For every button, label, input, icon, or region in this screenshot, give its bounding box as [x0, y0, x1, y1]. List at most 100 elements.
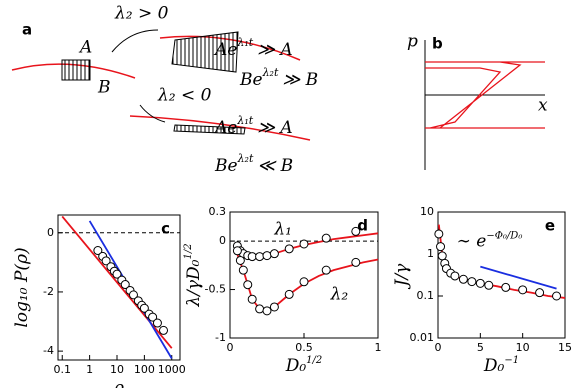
point [552, 291, 562, 301]
panel-a [11, 29, 311, 141]
point [450, 271, 460, 281]
text: ρ [113, 378, 124, 388]
y-tick-label: 0.1 [417, 289, 435, 302]
point [262, 306, 272, 316]
y-tick-label: 10 [420, 205, 434, 218]
point [518, 285, 528, 295]
point [458, 274, 468, 284]
axis-label: λ₂ [330, 284, 349, 304]
x-tick-label: 1 [375, 341, 382, 354]
x-tick-label: 10 [110, 363, 124, 376]
label-a: A [78, 38, 92, 58]
x-tick-label: 100 [134, 363, 155, 376]
point [284, 289, 294, 299]
volume [173, 124, 246, 135]
text: λ₂ [330, 284, 349, 304]
sup: −1 [504, 355, 519, 366]
y-tick-label: 0 [219, 234, 226, 247]
point [269, 249, 279, 259]
point [247, 252, 257, 262]
base: Ae [213, 40, 237, 60]
point [93, 246, 103, 256]
axis-label: ∼ e−Φ₀/D₀ [457, 230, 523, 251]
point [255, 252, 265, 262]
relation: ≫ B [282, 70, 318, 90]
axis-label: D₀1/2 [285, 355, 323, 376]
axis-label: λ/γD₀1/2 [183, 243, 204, 307]
line [61, 215, 173, 349]
point [262, 251, 272, 261]
point [152, 318, 162, 328]
point [101, 256, 111, 266]
panel-label: d [357, 217, 368, 235]
text: ∼ e [457, 231, 487, 251]
x-tick-label: 1000 [158, 363, 186, 376]
y-tick-label: 0.3 [209, 205, 227, 218]
point [321, 265, 331, 275]
point [232, 246, 242, 256]
y-tick-label: -2 [43, 285, 54, 298]
sup: 1/2 [306, 355, 322, 366]
point [159, 325, 169, 335]
point [238, 265, 248, 275]
point [235, 255, 245, 265]
y-tick-label: -4 [43, 344, 54, 357]
point [437, 251, 447, 261]
growth-label: Beλ₂t ≪ B [214, 152, 293, 176]
axis-label: λ₁ [273, 219, 292, 239]
axes [424, 40, 545, 170]
point [321, 233, 331, 243]
panel-label: e [545, 217, 555, 235]
axis-label: D₀−1 [483, 355, 519, 376]
point [535, 288, 545, 298]
point [351, 257, 361, 267]
sup: −Φ₀/D₀ [486, 230, 522, 241]
point [436, 242, 446, 252]
condition: λ₂ < 0 [157, 86, 212, 106]
point [112, 269, 122, 279]
y-tick-label: -0.5 [205, 283, 226, 296]
axis-label: p [407, 32, 418, 52]
y-tick-label: 1 [427, 247, 434, 260]
trajectory [129, 115, 311, 141]
arrow [111, 29, 159, 53]
point [484, 280, 494, 290]
relation: ≪ B [257, 156, 293, 176]
x-tick-label: 0 [435, 341, 442, 354]
y-tick-label: 0.01 [410, 331, 435, 344]
x-tick-label: 0 [227, 341, 234, 354]
point [351, 226, 361, 236]
point [243, 280, 253, 290]
base: Ae [213, 118, 237, 138]
text: λ/γD₀ [184, 259, 204, 307]
axis-label: x [538, 96, 548, 116]
volume [171, 31, 239, 73]
condition: λ₂ > 0 [114, 4, 169, 24]
x-tick-label: 0.5 [295, 341, 313, 354]
text: J/γ [392, 263, 412, 290]
point [475, 278, 485, 288]
sup: 1/2 [183, 243, 194, 259]
text: D₀ [285, 356, 307, 376]
axis-label: J/γ [392, 263, 412, 290]
plot-frame [437, 211, 566, 339]
panel-b [424, 40, 545, 170]
exponent: λ₂t [237, 152, 254, 165]
point [255, 304, 265, 314]
point [299, 277, 309, 287]
point [299, 239, 309, 249]
growth-label: Aeλ₁t ≫ A [213, 114, 293, 138]
exponent: λ₁t [236, 114, 253, 127]
point [128, 290, 138, 300]
base: Be [214, 156, 238, 176]
exponent: λ₁t [236, 36, 253, 49]
panel-label: b [432, 35, 443, 53]
point [467, 277, 477, 287]
point [247, 294, 257, 304]
growth-label: Aeλ₁t ≫ A [213, 36, 293, 60]
x-tick-label: 10 [516, 341, 530, 354]
base: Be [239, 70, 263, 90]
growth-label: Beλ₂t ≫ B [239, 66, 318, 90]
